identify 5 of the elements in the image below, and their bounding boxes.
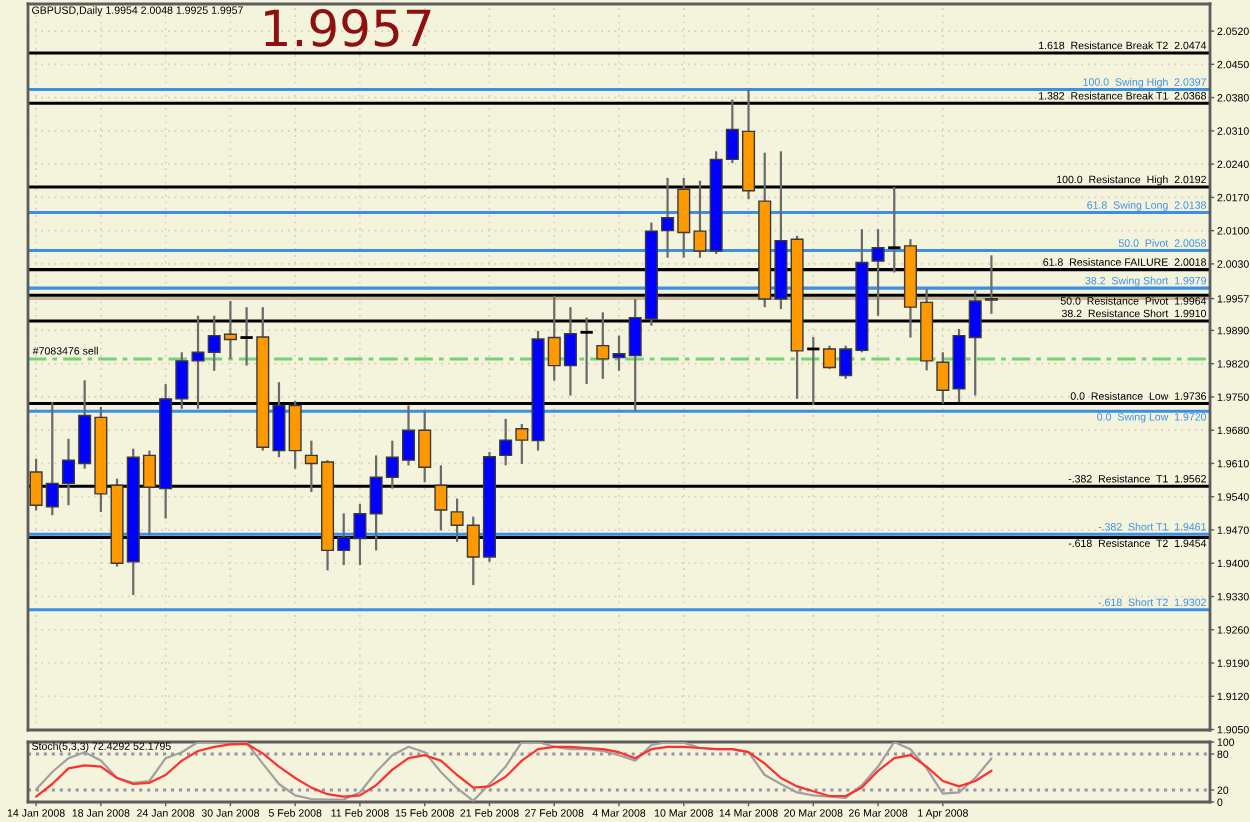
candlestick	[871, 228, 885, 317]
candlestick	[434, 464, 448, 532]
candlestick	[288, 399, 302, 470]
candlestick	[936, 351, 950, 405]
annotation: 1.9957	[265, 9, 431, 47]
